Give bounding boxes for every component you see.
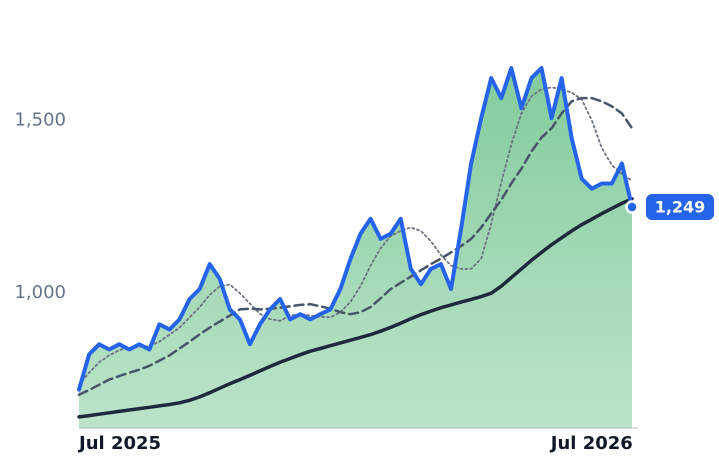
value-badge: [646, 194, 714, 221]
last-point: [625, 200, 639, 214]
moving-average: [77, 96, 634, 397]
y-tick-label: 1,000: [14, 282, 66, 303]
value-label: 1,249: [655, 198, 706, 217]
y-tick-label: 1,500: [14, 109, 66, 130]
price-line: [77, 66, 634, 392]
x-tick-label: Jul 2025: [77, 433, 161, 454]
moving-average: [77, 197, 634, 419]
x-tick-label: Jul 2026: [549, 433, 633, 454]
moving-average: [78, 86, 633, 386]
